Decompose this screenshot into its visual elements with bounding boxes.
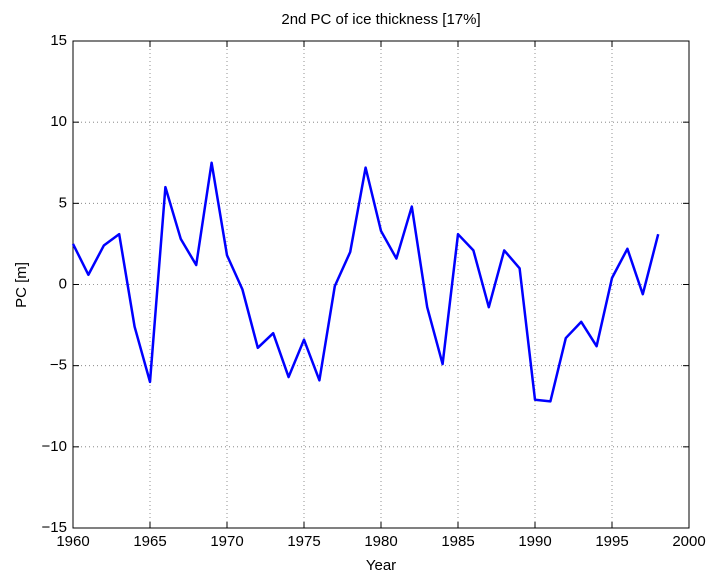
data-line — [71, 161, 660, 403]
y-tick-label: 0 — [59, 275, 67, 292]
y-tick-label: 5 — [59, 194, 67, 211]
x-tick-label: 2000 — [672, 533, 705, 550]
x-tick-label: 1960 — [56, 533, 89, 550]
y-tick-label: 15 — [50, 32, 67, 49]
x-tick-label: 1990 — [518, 533, 551, 550]
x-tick-label: 1980 — [364, 533, 397, 550]
chart-title: 2nd PC of ice thickness [17%] — [281, 11, 480, 28]
y-tick-label: 10 — [50, 113, 67, 130]
x-axis-label: Year — [366, 557, 396, 574]
x-tick-label: 1965 — [133, 533, 166, 550]
x-tick-label: 1970 — [210, 533, 243, 550]
plot-frame — [72, 40, 690, 529]
x-tick-label: 1985 — [441, 533, 474, 550]
x-tick-label: 1995 — [595, 533, 628, 550]
y-tick-label: −15 — [42, 519, 67, 536]
x-tick-label: 1975 — [287, 533, 320, 550]
y-tick-label: −5 — [50, 357, 67, 374]
y-axis-label: PC [m] — [13, 262, 30, 308]
y-tick-label: −10 — [42, 438, 67, 455]
